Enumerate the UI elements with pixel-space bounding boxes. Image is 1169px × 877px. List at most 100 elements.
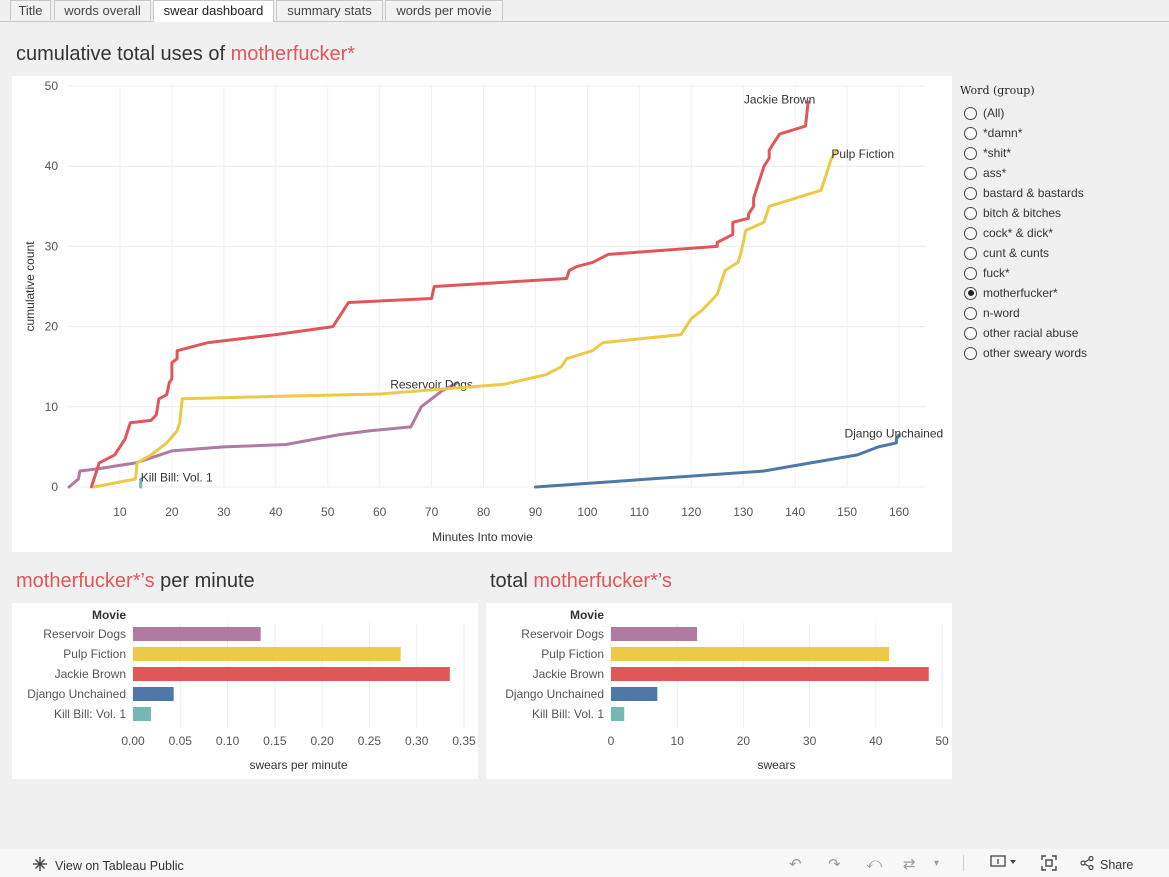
bar-django-unchained[interactable] [611, 687, 658, 701]
series-line-reservoir-dogs [67, 381, 459, 489]
filter-option-ass[interactable]: ass* [958, 163, 1158, 183]
x-axis-label: Minutes Into movie [432, 530, 533, 544]
x-tick-label: 20 [165, 505, 179, 519]
view-on-tableau-label: View on Tableau Public [55, 858, 184, 873]
tab-words-per-movie[interactable]: words per movie [385, 0, 503, 20]
bar-reservoir-dogs[interactable] [611, 627, 698, 641]
redo-icon[interactable]: ↷ [828, 856, 841, 873]
bar-kill-bill-vol-1[interactable] [611, 707, 625, 721]
radio-icon[interactable] [964, 266, 977, 280]
undo-icon[interactable]: ↶ [789, 856, 802, 873]
radio-icon[interactable] [964, 226, 977, 240]
filter-option-bitch-bitches[interactable]: bitch & bitches [958, 203, 1158, 223]
x-tick-label: 140 [785, 505, 805, 519]
share-button[interactable]: Share [1080, 855, 1133, 873]
filter-option-other-sweary-words[interactable]: other sweary words [958, 343, 1158, 363]
radio-icon[interactable] [964, 106, 977, 120]
x-tick-label: 30 [803, 734, 817, 748]
download-icon[interactable] [990, 855, 1016, 873]
total-panel: 0 10 20 30 40 50 Movie Reservoir Dogs Pulp Ficti… [486, 603, 952, 779]
filter-option-bastard-bastards[interactable]: bastard & bastards [958, 183, 1158, 203]
x-tick-label: 20 [737, 734, 751, 748]
series-line-django-unchained [534, 433, 901, 489]
radio-icon[interactable] [964, 186, 977, 200]
y-tick-label: 20 [45, 320, 59, 334]
tab-title[interactable]: Title [10, 0, 51, 20]
per-minute-panel: 0.00 0.05 0.10 0.15 0.20 0.25 0.30 0.35 Movie Res… [12, 603, 478, 779]
filter-option-fuck[interactable]: fuck* [958, 263, 1158, 283]
refresh-dropdown-icon[interactable]: ▾ [934, 858, 940, 869]
y-tick-label: 10 [45, 400, 59, 414]
total-title-prefix: total [490, 570, 534, 592]
tab-swear-dashboard[interactable]: swear dashboard [153, 0, 274, 22]
x-tick-label: 90 [529, 505, 543, 519]
x-tick-label: 0.25 [358, 734, 382, 748]
bar-pulp-fiction[interactable] [611, 647, 890, 661]
radio-icon[interactable] [964, 246, 977, 260]
series-label-jackie-brown: Jackie Brown [744, 93, 815, 107]
filter-option-label: cock* & dick* [983, 226, 1054, 240]
x-tick-label: 0.20 [310, 734, 334, 748]
filter-option-shit[interactable]: *shit* [958, 143, 1158, 163]
radio-icon[interactable] [964, 166, 977, 180]
revert-icon[interactable]: ⤺ [866, 855, 883, 872]
total-bar-chart[interactable]: 0 10 20 30 40 50 Movie Reservoir Dogs Pulp Ficti… [486, 603, 952, 779]
filter-option-label: other racial abuse [983, 326, 1079, 340]
radio-icon[interactable] [964, 326, 977, 340]
x-tick-label: 0.05 [169, 734, 193, 748]
category-header: Movie [92, 608, 126, 622]
total-title: total motherfucker*’s [490, 570, 672, 593]
radio-icon[interactable] [964, 306, 977, 320]
category-header: Movie [570, 608, 604, 622]
per-minute-bar-chart[interactable]: 0.00 0.05 0.10 0.15 0.20 0.25 0.30 0.35 Movie Res… [12, 603, 478, 779]
filter-option-cunt-cunts[interactable]: cunt & cunts [958, 243, 1158, 263]
tab-summary-stats[interactable]: summary stats [276, 0, 383, 20]
y-axis-label: cumulative count [23, 241, 37, 332]
x-tick-label: 30 [217, 505, 231, 519]
bar-reservoir-dogs[interactable] [133, 627, 261, 641]
filter-option-other-racial-abuse[interactable]: other racial abuse [958, 323, 1158, 343]
radio-icon[interactable] [964, 146, 977, 160]
x-tick-label: 50 [321, 505, 335, 519]
bar-jackie-brown[interactable] [133, 667, 450, 681]
x-axis-label: swears per minute [249, 758, 347, 772]
filter-option-damn[interactable]: *damn* [958, 123, 1158, 143]
x-tick-label: 0.15 [263, 734, 287, 748]
filter-option-all[interactable]: (All) [958, 103, 1158, 123]
cumulative-line-chart[interactable]: 0 10 20 30 40 50 10 20 30 40 50 60 70 80 90 100 110 120 13… [12, 76, 952, 552]
per-minute-title-suffix: per minute [154, 570, 255, 592]
view-on-tableau-link[interactable]: View on Tableau Public [32, 856, 184, 875]
radio-icon[interactable] [964, 206, 977, 220]
radio-icon[interactable] [964, 126, 977, 140]
bar-kill-bill-vol-1[interactable] [133, 707, 151, 721]
tableau-logo-icon [32, 856, 48, 875]
bar-jackie-brown[interactable] [611, 667, 929, 681]
line-chart-title-prefix: cumulative total uses of [16, 43, 231, 65]
filter-option-n-word[interactable]: n-word [958, 303, 1158, 323]
filter-option-cock-dick[interactable]: cock* & dick* [958, 223, 1158, 243]
x-tick-label: 40 [269, 505, 283, 519]
bar-pulp-fiction[interactable] [133, 647, 401, 661]
radio-icon[interactable] [964, 346, 977, 360]
filter-option-label: *damn* [983, 126, 1023, 140]
category-label: Django Unchained [27, 687, 126, 701]
filter-title: Word (group) [960, 84, 1035, 97]
per-minute-title-word: motherfucker*’s [16, 570, 155, 592]
refresh-icon[interactable]: ⇄ [903, 856, 916, 873]
x-tick-label: 0.00 [121, 734, 145, 748]
bar-django-unchained[interactable] [133, 687, 174, 701]
y-tick-label: 0 [51, 480, 58, 494]
filter-option-motherfucker[interactable]: motherfucker* [958, 283, 1158, 303]
y-tick-label: 40 [45, 159, 59, 173]
tab-words-overall[interactable]: words overall [54, 0, 151, 20]
series-line-jackie-brown [89, 100, 810, 489]
radio-icon[interactable] [964, 286, 977, 300]
series-label-kill-bill-vol-1: Kill Bill: Vol. 1 [141, 470, 213, 484]
word-group-filter: Word (group) (All) *damn* *shit* ass* bastar… [958, 84, 1158, 363]
line-chart-panel: 0 10 20 30 40 50 10 20 30 40 50 60 70 80 90 100 110 120 13… [12, 76, 952, 552]
filter-option-label: fuck* [983, 266, 1010, 280]
x-tick-label: 0.10 [216, 734, 240, 748]
series-line-pulp-fiction [92, 148, 839, 489]
filter-option-label: *shit* [983, 146, 1012, 160]
fullscreen-icon[interactable] [1041, 855, 1057, 875]
